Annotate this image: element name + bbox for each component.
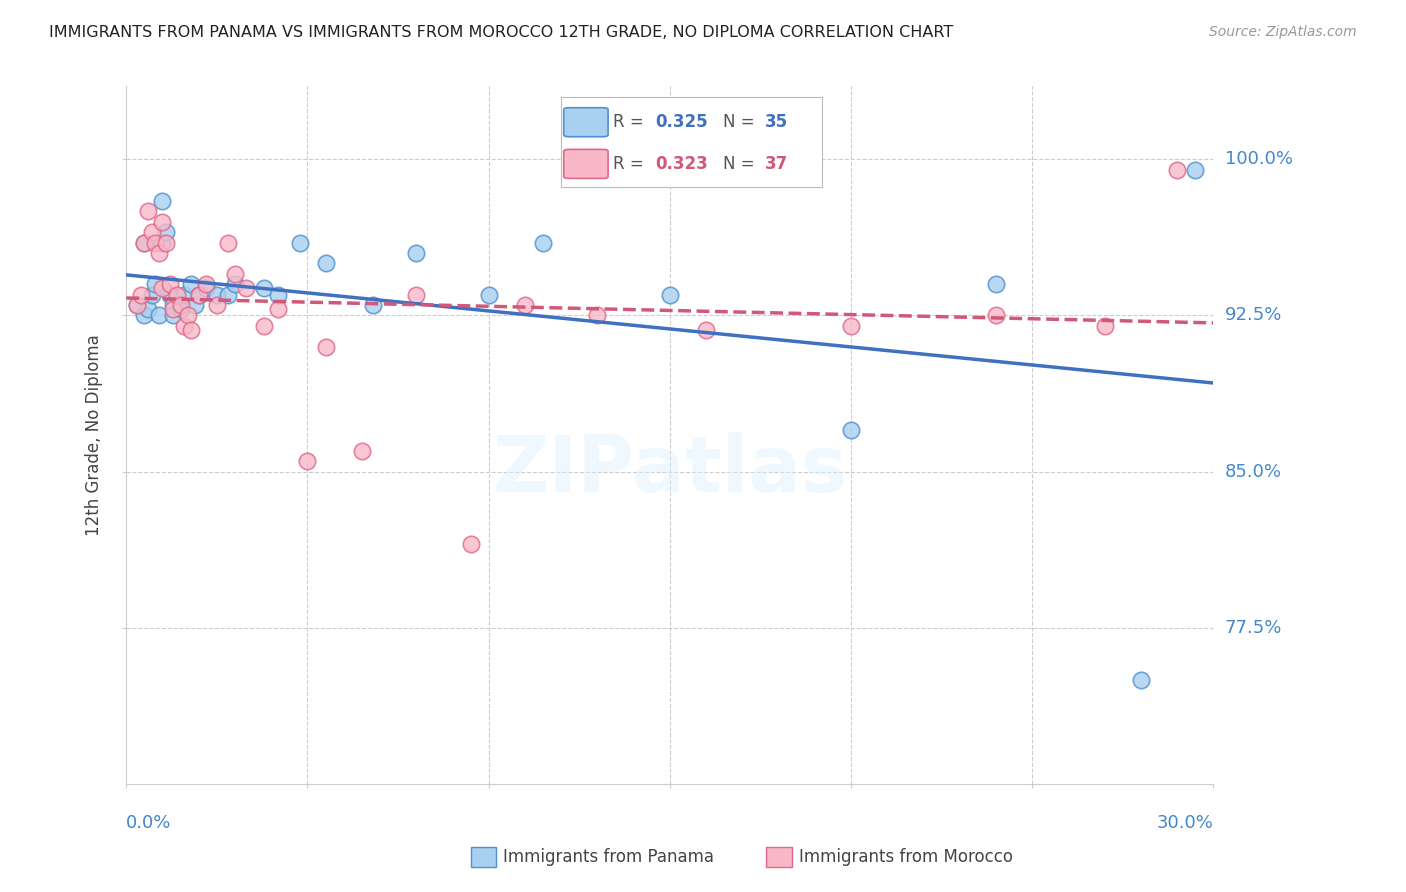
Point (134, 309, 156, 323)
Text: IMMIGRANTS FROM PANAMA VS IMMIGRANTS FROM MOROCCO 12TH GRADE, NO DIPLOMA CORRELA: IMMIGRANTS FROM PANAMA VS IMMIGRANTS FRO… (49, 25, 953, 40)
Point (839, 423, 862, 437)
Point (205, 298, 228, 312)
Point (405, 246, 427, 260)
Text: 85.0%: 85.0% (1225, 463, 1282, 481)
Point (187, 287, 209, 301)
Point (159, 277, 181, 292)
Point (141, 287, 163, 301)
Point (194, 277, 217, 292)
Point (350, 443, 373, 458)
Point (224, 267, 246, 281)
Point (267, 287, 290, 301)
Point (315, 340, 337, 354)
Point (478, 287, 501, 301)
Point (253, 318, 276, 333)
Point (152, 235, 174, 250)
Point (513, 298, 536, 312)
Point (152, 281, 174, 295)
Point (129, 287, 152, 301)
Point (162, 309, 184, 323)
Point (1184, 162, 1206, 177)
Point (235, 281, 257, 295)
Point (224, 277, 246, 292)
Point (586, 309, 609, 323)
Point (173, 287, 195, 301)
Point (267, 302, 290, 317)
Bar (766, 847, 792, 867)
Bar (471, 847, 496, 867)
Point (148, 246, 170, 260)
Point (1130, 673, 1153, 687)
Point (143, 235, 166, 250)
Point (148, 309, 170, 323)
Point (531, 235, 554, 250)
Point (134, 235, 156, 250)
Text: Source: ZipAtlas.com: Source: ZipAtlas.com (1209, 25, 1357, 39)
Text: Immigrants from Morocco: Immigrants from Morocco (799, 848, 1012, 866)
Point (169, 298, 191, 312)
Point (136, 302, 159, 317)
Point (217, 287, 239, 301)
Point (177, 309, 200, 323)
Point (127, 298, 149, 312)
Point (143, 277, 166, 292)
Point (1166, 162, 1188, 177)
Text: ZIPatlas: ZIPatlas (492, 432, 848, 508)
Point (217, 235, 239, 250)
Point (297, 454, 319, 468)
Text: Immigrants from Panama: Immigrants from Panama (503, 848, 714, 866)
Point (984, 309, 1007, 323)
Point (180, 323, 202, 337)
Point (695, 323, 717, 337)
Text: 77.5%: 77.5% (1225, 619, 1282, 637)
Point (405, 287, 427, 301)
Point (155, 225, 177, 239)
Point (288, 235, 311, 250)
Point (136, 204, 159, 219)
Point (253, 281, 276, 295)
Point (839, 318, 862, 333)
Y-axis label: 12th Grade, No Diploma: 12th Grade, No Diploma (86, 334, 103, 536)
Point (1094, 318, 1116, 333)
Point (315, 256, 337, 270)
Point (166, 287, 188, 301)
Text: 30.0%: 30.0% (1157, 814, 1213, 832)
Point (184, 298, 207, 312)
Point (180, 277, 202, 292)
Point (984, 277, 1007, 292)
Point (162, 298, 184, 312)
Point (173, 318, 195, 333)
Point (159, 287, 181, 301)
Point (127, 298, 149, 312)
Point (152, 215, 174, 229)
Point (187, 287, 209, 301)
Point (361, 298, 384, 312)
Point (658, 287, 681, 301)
Text: 0.0%: 0.0% (127, 814, 172, 832)
Point (460, 537, 482, 551)
Point (162, 302, 184, 317)
Point (134, 235, 156, 250)
Text: 92.5%: 92.5% (1225, 306, 1282, 325)
Point (141, 225, 163, 239)
Text: 100.0%: 100.0% (1225, 150, 1292, 169)
Point (155, 235, 177, 250)
Point (152, 194, 174, 208)
Point (169, 302, 191, 317)
Point (194, 281, 217, 295)
Point (205, 287, 228, 301)
